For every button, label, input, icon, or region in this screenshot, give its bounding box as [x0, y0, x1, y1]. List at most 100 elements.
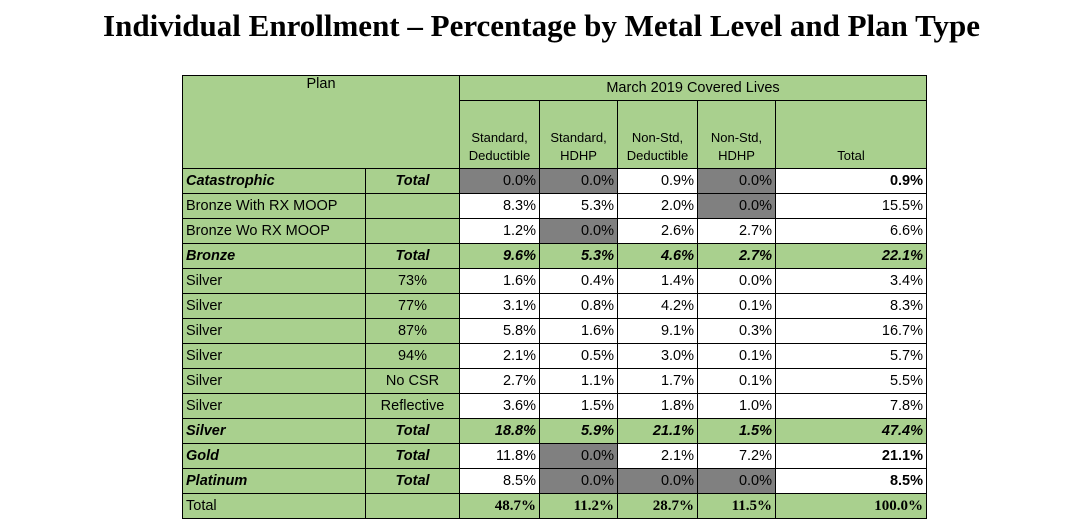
value-cell: 4.6% — [617, 243, 698, 269]
table-row: Silver 77% 3.1% 0.8% 4.2% 0.1% 8.3% — [182, 293, 927, 319]
value-cell: 0.8% — [539, 293, 618, 319]
total-cell: 3.4% — [775, 268, 927, 294]
table-row: Catastrophic Total 0.0% 0.0% 0.9% 0.0% 0.9% — [182, 168, 927, 194]
plan-cell: Bronze — [182, 243, 366, 269]
table-row: Silver 73% 1.6% 0.4% 1.4% 0.0% 3.4% — [182, 268, 927, 294]
table-row: Bronze Total 9.6% 5.3% 4.6% 2.7% 22.1% — [182, 243, 927, 269]
total-cell: 16.7% — [775, 318, 927, 344]
value-cell: 48.7% — [459, 493, 540, 519]
value-cell: 5.8% — [459, 318, 540, 344]
plan-cell: Bronze With RX MOOP — [182, 193, 366, 219]
plan-cell: Silver — [182, 343, 366, 369]
header-cell: Plan — [182, 75, 460, 169]
total-cell: 8.3% — [775, 293, 927, 319]
value-cell: 1.8% — [617, 393, 698, 419]
sub-cell: Reflective — [365, 393, 460, 419]
total-cell: 0.9% — [775, 168, 927, 194]
value-cell: 1.5% — [697, 418, 776, 444]
total-cell: 100.0% — [775, 493, 927, 519]
value-cell: 2.7% — [697, 218, 776, 244]
plan-cell: Silver — [182, 418, 366, 444]
value-cell: 3.1% — [459, 293, 540, 319]
sub-cell: Total — [365, 443, 460, 469]
value-cell: 28.7% — [617, 493, 698, 519]
value-cell: 3.6% — [459, 393, 540, 419]
header-row: Plan March 2019 Covered Lives — [182, 75, 927, 169]
value-cell: 5.9% — [539, 418, 618, 444]
value-cell: 0.0% — [697, 168, 776, 194]
value-cell: 5.3% — [539, 193, 618, 219]
value-cell: 1.1% — [539, 368, 618, 394]
value-cell: 8.3% — [459, 193, 540, 219]
total-cell: 47.4% — [775, 418, 927, 444]
value-cell: 0.0% — [459, 168, 540, 194]
column-header: Standard, HDHP — [539, 100, 618, 169]
plan-cell: Gold — [182, 443, 366, 469]
table-row: Silver No CSR 2.7% 1.1% 1.7% 0.1% 5.5% — [182, 368, 927, 394]
table-row: Bronze Wo RX MOOP 1.2% 0.0% 2.6% 2.7% 6.6% — [182, 218, 927, 244]
sub-cell: Total — [365, 418, 460, 444]
value-cell: 1.0% — [697, 393, 776, 419]
value-cell: 1.5% — [539, 393, 618, 419]
value-cell: 1.2% — [459, 218, 540, 244]
plan-cell: Platinum — [182, 468, 366, 494]
sub-cell: 77% — [365, 293, 460, 319]
table-row: Silver 87% 5.8% 1.6% 9.1% 0.3% 16.7% — [182, 318, 927, 344]
sub-cell — [365, 193, 460, 219]
table-row: Platinum Total 8.5% 0.0% 0.0% 0.0% 8.5% — [182, 468, 927, 494]
value-cell: 7.2% — [697, 443, 776, 469]
value-cell: 1.6% — [459, 268, 540, 294]
total-cell: 22.1% — [775, 243, 927, 269]
value-cell: 9.6% — [459, 243, 540, 269]
value-cell: 11.5% — [697, 493, 776, 519]
value-cell: 2.7% — [697, 243, 776, 269]
value-cell: 0.3% — [697, 318, 776, 344]
value-cell: 0.0% — [539, 168, 618, 194]
value-cell: 0.4% — [539, 268, 618, 294]
header-row: Standard, Deductible Standard, HDHP Non-St… — [183, 100, 927, 169]
table-row: Silver Total 18.8% 5.9% 21.1% 1.5% 47.4% — [182, 418, 927, 444]
total-cell: 5.7% — [775, 343, 927, 369]
value-cell: 2.7% — [459, 368, 540, 394]
table-row: Bronze With RX MOOP 8.3% 5.3% 2.0% 0.0% 15.5% — [182, 193, 927, 219]
sub-cell: 73% — [365, 268, 460, 294]
plan-cell: Silver — [182, 318, 366, 344]
plan-cell: Catastrophic — [182, 168, 366, 194]
plan-cell: Silver — [182, 393, 366, 419]
total-cell: 8.5% — [775, 468, 927, 494]
enrollment-table: Plan March 2019 Covered Lives Standard, … — [182, 75, 927, 519]
value-cell: 0.1% — [697, 368, 776, 394]
value-cell: 0.0% — [697, 468, 776, 494]
value-cell: 1.7% — [617, 368, 698, 394]
table-row: Total 48.7% 11.2% 28.7% 11.5% 100.0% — [182, 493, 927, 519]
value-cell: 0.9% — [617, 168, 698, 194]
table-row: Gold Total 11.8% 0.0% 2.1% 7.2% 21.1% — [182, 443, 927, 469]
value-cell: 8.5% — [459, 468, 540, 494]
value-cell: 0.0% — [617, 468, 698, 494]
value-cell: 9.1% — [617, 318, 698, 344]
value-cell: 18.8% — [459, 418, 540, 444]
value-cell: 2.1% — [617, 443, 698, 469]
total-cell: 15.5% — [775, 193, 927, 219]
value-cell: 2.0% — [617, 193, 698, 219]
column-header: Total — [775, 100, 927, 169]
value-cell: 3.0% — [617, 343, 698, 369]
value-cell: 5.3% — [539, 243, 618, 269]
plan-cell: Bronze Wo RX MOOP — [182, 218, 366, 244]
sub-cell — [365, 218, 460, 244]
value-cell: 11.2% — [539, 493, 618, 519]
sub-cell: 94% — [365, 343, 460, 369]
total-cell: 5.5% — [775, 368, 927, 394]
value-cell: 0.0% — [539, 218, 618, 244]
value-cell: 0.1% — [697, 343, 776, 369]
value-cell: 1.4% — [617, 268, 698, 294]
value-cell: 11.8% — [459, 443, 540, 469]
value-cell: 21.1% — [617, 418, 698, 444]
table-body: Plan March 2019 Covered Lives Standard, … — [182, 75, 927, 519]
total-cell: 21.1% — [775, 443, 927, 469]
value-cell: 4.2% — [617, 293, 698, 319]
column-header: Standard, Deductible — [459, 100, 540, 169]
sub-cell: Total — [365, 243, 460, 269]
value-cell: 0.0% — [697, 193, 776, 219]
